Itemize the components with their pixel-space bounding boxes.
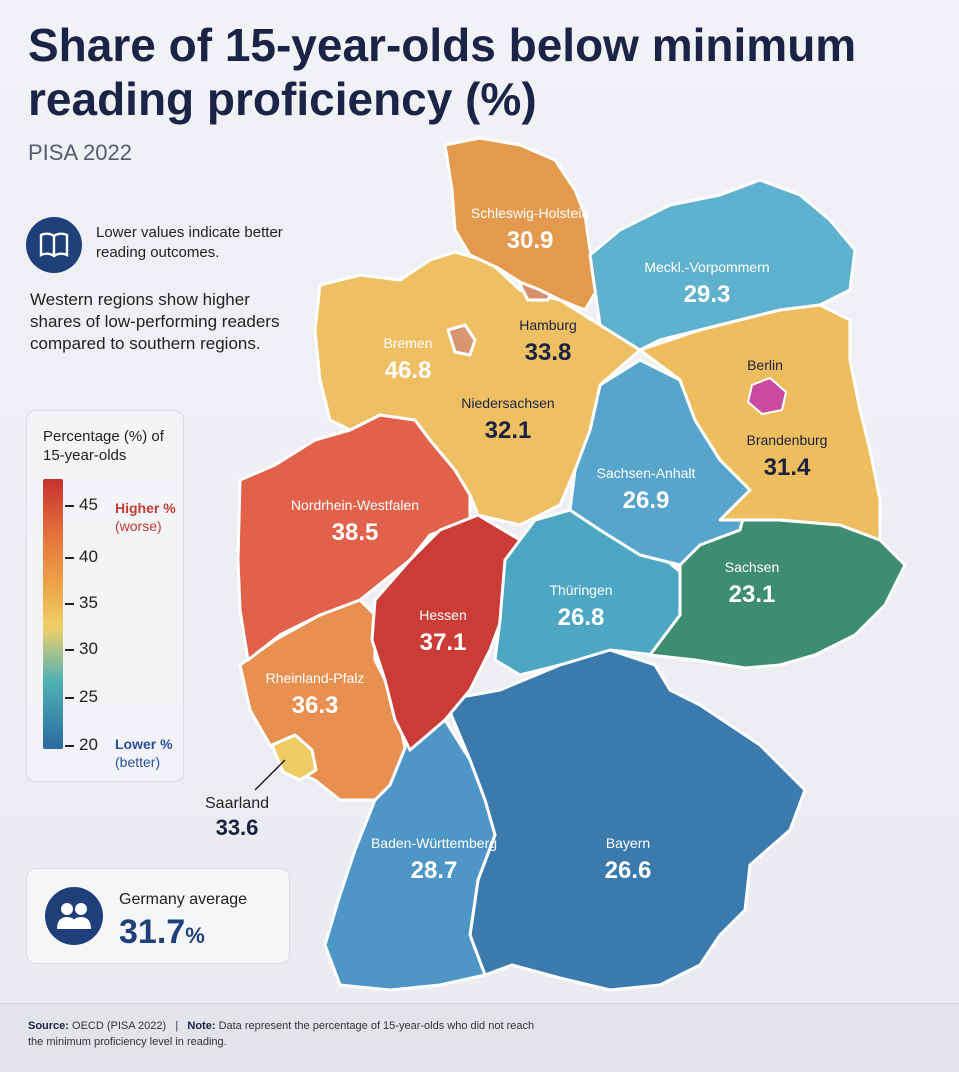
- region-label: Hessen 37.1: [419, 607, 466, 656]
- region-label: Hamburg 33.8: [519, 317, 577, 366]
- legend-tick: 40: [65, 547, 98, 567]
- book-icon: [26, 217, 82, 273]
- region-label: Schleswig-Holstein 30.9: [471, 205, 589, 254]
- average-value: 31.7%: [119, 913, 205, 951]
- region-name: Hamburg: [519, 317, 577, 333]
- saarland-label: Saarland: [205, 795, 270, 812]
- legend-tick: 30: [65, 639, 98, 659]
- legend-high-label: Higher % (worse): [115, 500, 176, 534]
- legend-tick: 25: [65, 687, 98, 707]
- legend-title: Percentage (%) of 15-year-olds: [43, 428, 164, 464]
- region-name: Thüringen: [549, 582, 612, 598]
- region-value: 26.6: [605, 857, 652, 884]
- region-name: Rheinland-Pfalz: [266, 670, 365, 686]
- saarland-leader-line: [254, 759, 286, 791]
- region-name: Baden-Württemberg: [371, 835, 497, 851]
- region-label: Brandenburg 31.4: [747, 432, 828, 481]
- region-name: Sachsen-Anhalt: [597, 465, 696, 481]
- subtitle: PISA 2022: [28, 140, 132, 165]
- region-label: Sachsen 23.1: [725, 559, 779, 608]
- region-hessen[interactable]: [370, 513, 527, 752]
- region-name: Bayern: [606, 835, 650, 851]
- page-title: Share of 15-year-olds below minimum read…: [28, 19, 857, 125]
- region-schleswig-holstein[interactable]: [443, 136, 602, 312]
- region-value: 30.9: [507, 227, 554, 254]
- region-label: Meckl.-Vorpommern 29.3: [644, 259, 769, 308]
- region-name: Hessen: [419, 607, 466, 623]
- region-label: Bremen 46.8: [383, 335, 432, 384]
- saarland-value: 33.6: [215, 815, 259, 840]
- region-label: Sachsen-Anhalt 26.9: [597, 465, 696, 514]
- region-name: Nordrhein-Westfalen: [291, 497, 419, 513]
- region-value: 36.3: [292, 692, 339, 719]
- region-value: 26.9: [623, 487, 670, 514]
- region-value: 28.7: [411, 857, 458, 884]
- region-value: 33.8: [525, 339, 572, 366]
- region-baden-wuerttemberg[interactable]: [323, 718, 497, 992]
- footer-source-note: Source: OECD (PISA 2022) | Note: Data re…: [28, 1020, 535, 1048]
- region-value: 37.1: [420, 629, 467, 656]
- people-icon: [45, 887, 103, 945]
- region-name: Schleswig-Holstein: [471, 205, 589, 221]
- region-name: Berlin: [747, 357, 783, 373]
- region-berlin[interactable]: [747, 377, 787, 415]
- region-value: 29.3: [684, 281, 731, 308]
- region-value: 26.8: [558, 604, 605, 631]
- legend-tick: 20: [65, 735, 98, 755]
- germany-average-card: Germany average 31.7%: [26, 868, 290, 964]
- region-name: Brandenburg: [747, 432, 828, 448]
- region-label: Nordrhein-Westfalen 38.5: [291, 497, 419, 546]
- region-value: 23.1: [729, 581, 776, 608]
- region-name: Meckl.-Vorpommern: [644, 259, 769, 275]
- region-value: 46.8: [385, 357, 432, 384]
- region-label: Baden-Württemberg 28.7: [371, 835, 497, 884]
- region-label: Rheinland-Pfalz 36.3: [266, 670, 365, 719]
- region-bayern[interactable]: [443, 648, 807, 992]
- legend-tick: 35: [65, 593, 98, 613]
- region-label: Niedersachsen 32.1: [461, 395, 554, 444]
- region-label: Bayern 26.6: [605, 835, 652, 884]
- region-bremen[interactable]: [446, 323, 477, 357]
- region-value: 32.1: [485, 417, 532, 444]
- region-saarland[interactable]: [270, 733, 318, 782]
- average-label: Germany average: [119, 891, 248, 908]
- region-label: Thüringen 26.8: [549, 582, 612, 631]
- region-name: Niedersachsen: [461, 395, 554, 411]
- reading-note: Lower values indicate better reading out…: [96, 224, 283, 261]
- region-brandenburg[interactable]: [638, 303, 882, 542]
- region-name: Sachsen: [725, 559, 779, 575]
- footer: Source: OECD (PISA 2022) | Note: Data re…: [0, 1003, 959, 1072]
- color-legend: Percentage (%) of 15-year-olds 45 40 35 …: [26, 410, 184, 782]
- region-value: 31.4: [764, 454, 811, 481]
- region-name: Bremen: [383, 335, 432, 351]
- region-label: Berlin: [747, 357, 783, 373]
- legend-color-scale: [43, 479, 63, 749]
- legend-low-label: Lower % (better): [115, 736, 173, 770]
- region-niedersachsen[interactable]: [313, 250, 642, 527]
- legend-tick: 45: [65, 495, 98, 515]
- western-regions-note: Western regions show higher shares of lo…: [30, 290, 280, 353]
- region-value: 38.5: [332, 519, 379, 546]
